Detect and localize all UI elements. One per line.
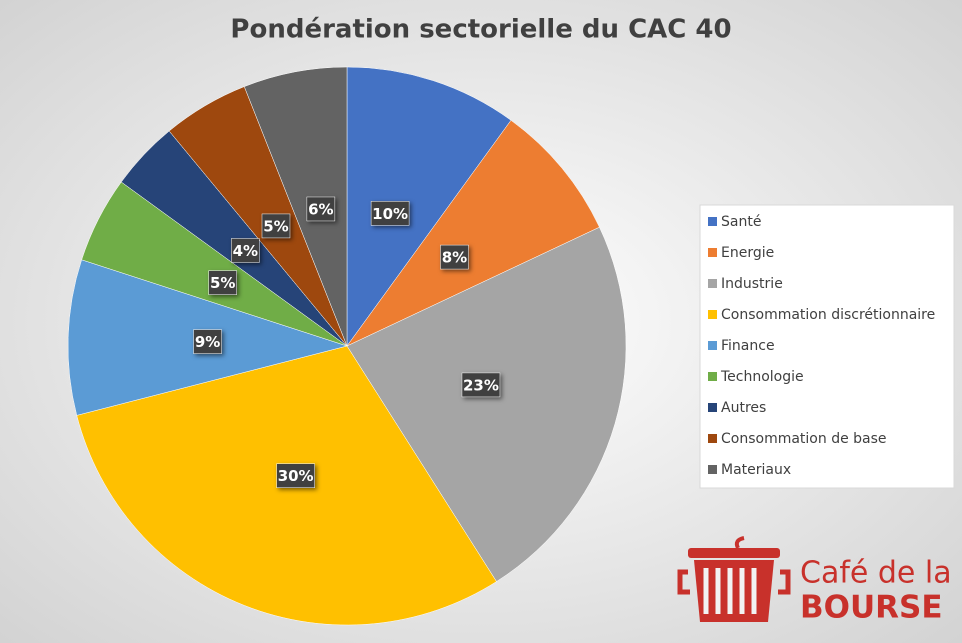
legend-swatch	[708, 279, 717, 288]
data-label-box	[193, 329, 222, 354]
legend-label: Industrie	[721, 276, 783, 292]
data-label-box	[276, 463, 315, 488]
pie-slice	[346, 119, 600, 347]
data-label-box	[461, 372, 501, 398]
legend-label: Technologie	[720, 369, 804, 385]
data-label-box	[370, 201, 410, 226]
pie-slice	[243, 66, 348, 347]
logo-icon-handle	[734, 536, 745, 549]
data-label: 5%	[263, 217, 288, 235]
data-label: 8%	[442, 249, 467, 267]
data-label: 9%	[195, 333, 220, 351]
legend-swatch	[708, 465, 717, 474]
legend-label: Materiaux	[721, 462, 791, 478]
data-label-box	[440, 244, 469, 270]
data-label-box	[261, 213, 291, 239]
logo-text: Café de la	[800, 556, 952, 591]
data-label: 30%	[278, 467, 314, 485]
legend-swatch	[708, 217, 717, 226]
logo-text: BOURSE	[800, 590, 943, 626]
legend-swatch	[708, 248, 717, 257]
data-label: 10%	[372, 205, 408, 223]
pie-slice	[346, 226, 627, 582]
data-label-box	[306, 196, 336, 222]
data-label-box	[231, 238, 260, 263]
logo-icon-rim	[688, 548, 780, 558]
data-label: 4%	[233, 242, 258, 260]
legend-swatch	[708, 434, 717, 443]
pie-slice	[346, 66, 512, 347]
data-label: 23%	[463, 376, 499, 394]
legend-swatch	[708, 341, 717, 350]
logo-icon-stripes	[703, 568, 757, 614]
data-label: 6%	[308, 200, 333, 218]
legend-label: Consommation discrétionnaire	[721, 307, 935, 323]
chart-title: Pondération sectorielle du CAC 40	[230, 15, 731, 45]
legend-label: Santé	[721, 214, 761, 230]
data-label-box	[208, 270, 237, 295]
legend-label: Consommation de base	[721, 431, 887, 447]
legend-label: Finance	[721, 338, 775, 354]
legend-label: Autres	[721, 400, 766, 416]
logo: Café de la BOURSE	[677, 536, 952, 626]
legend-swatch	[708, 310, 717, 319]
legend-swatch	[708, 403, 717, 412]
legend-box	[699, 204, 955, 489]
legend-label: Energie	[721, 245, 774, 261]
data-label: 5%	[210, 274, 235, 292]
logo-icon-ears	[677, 569, 791, 595]
legend-swatch	[708, 372, 717, 381]
